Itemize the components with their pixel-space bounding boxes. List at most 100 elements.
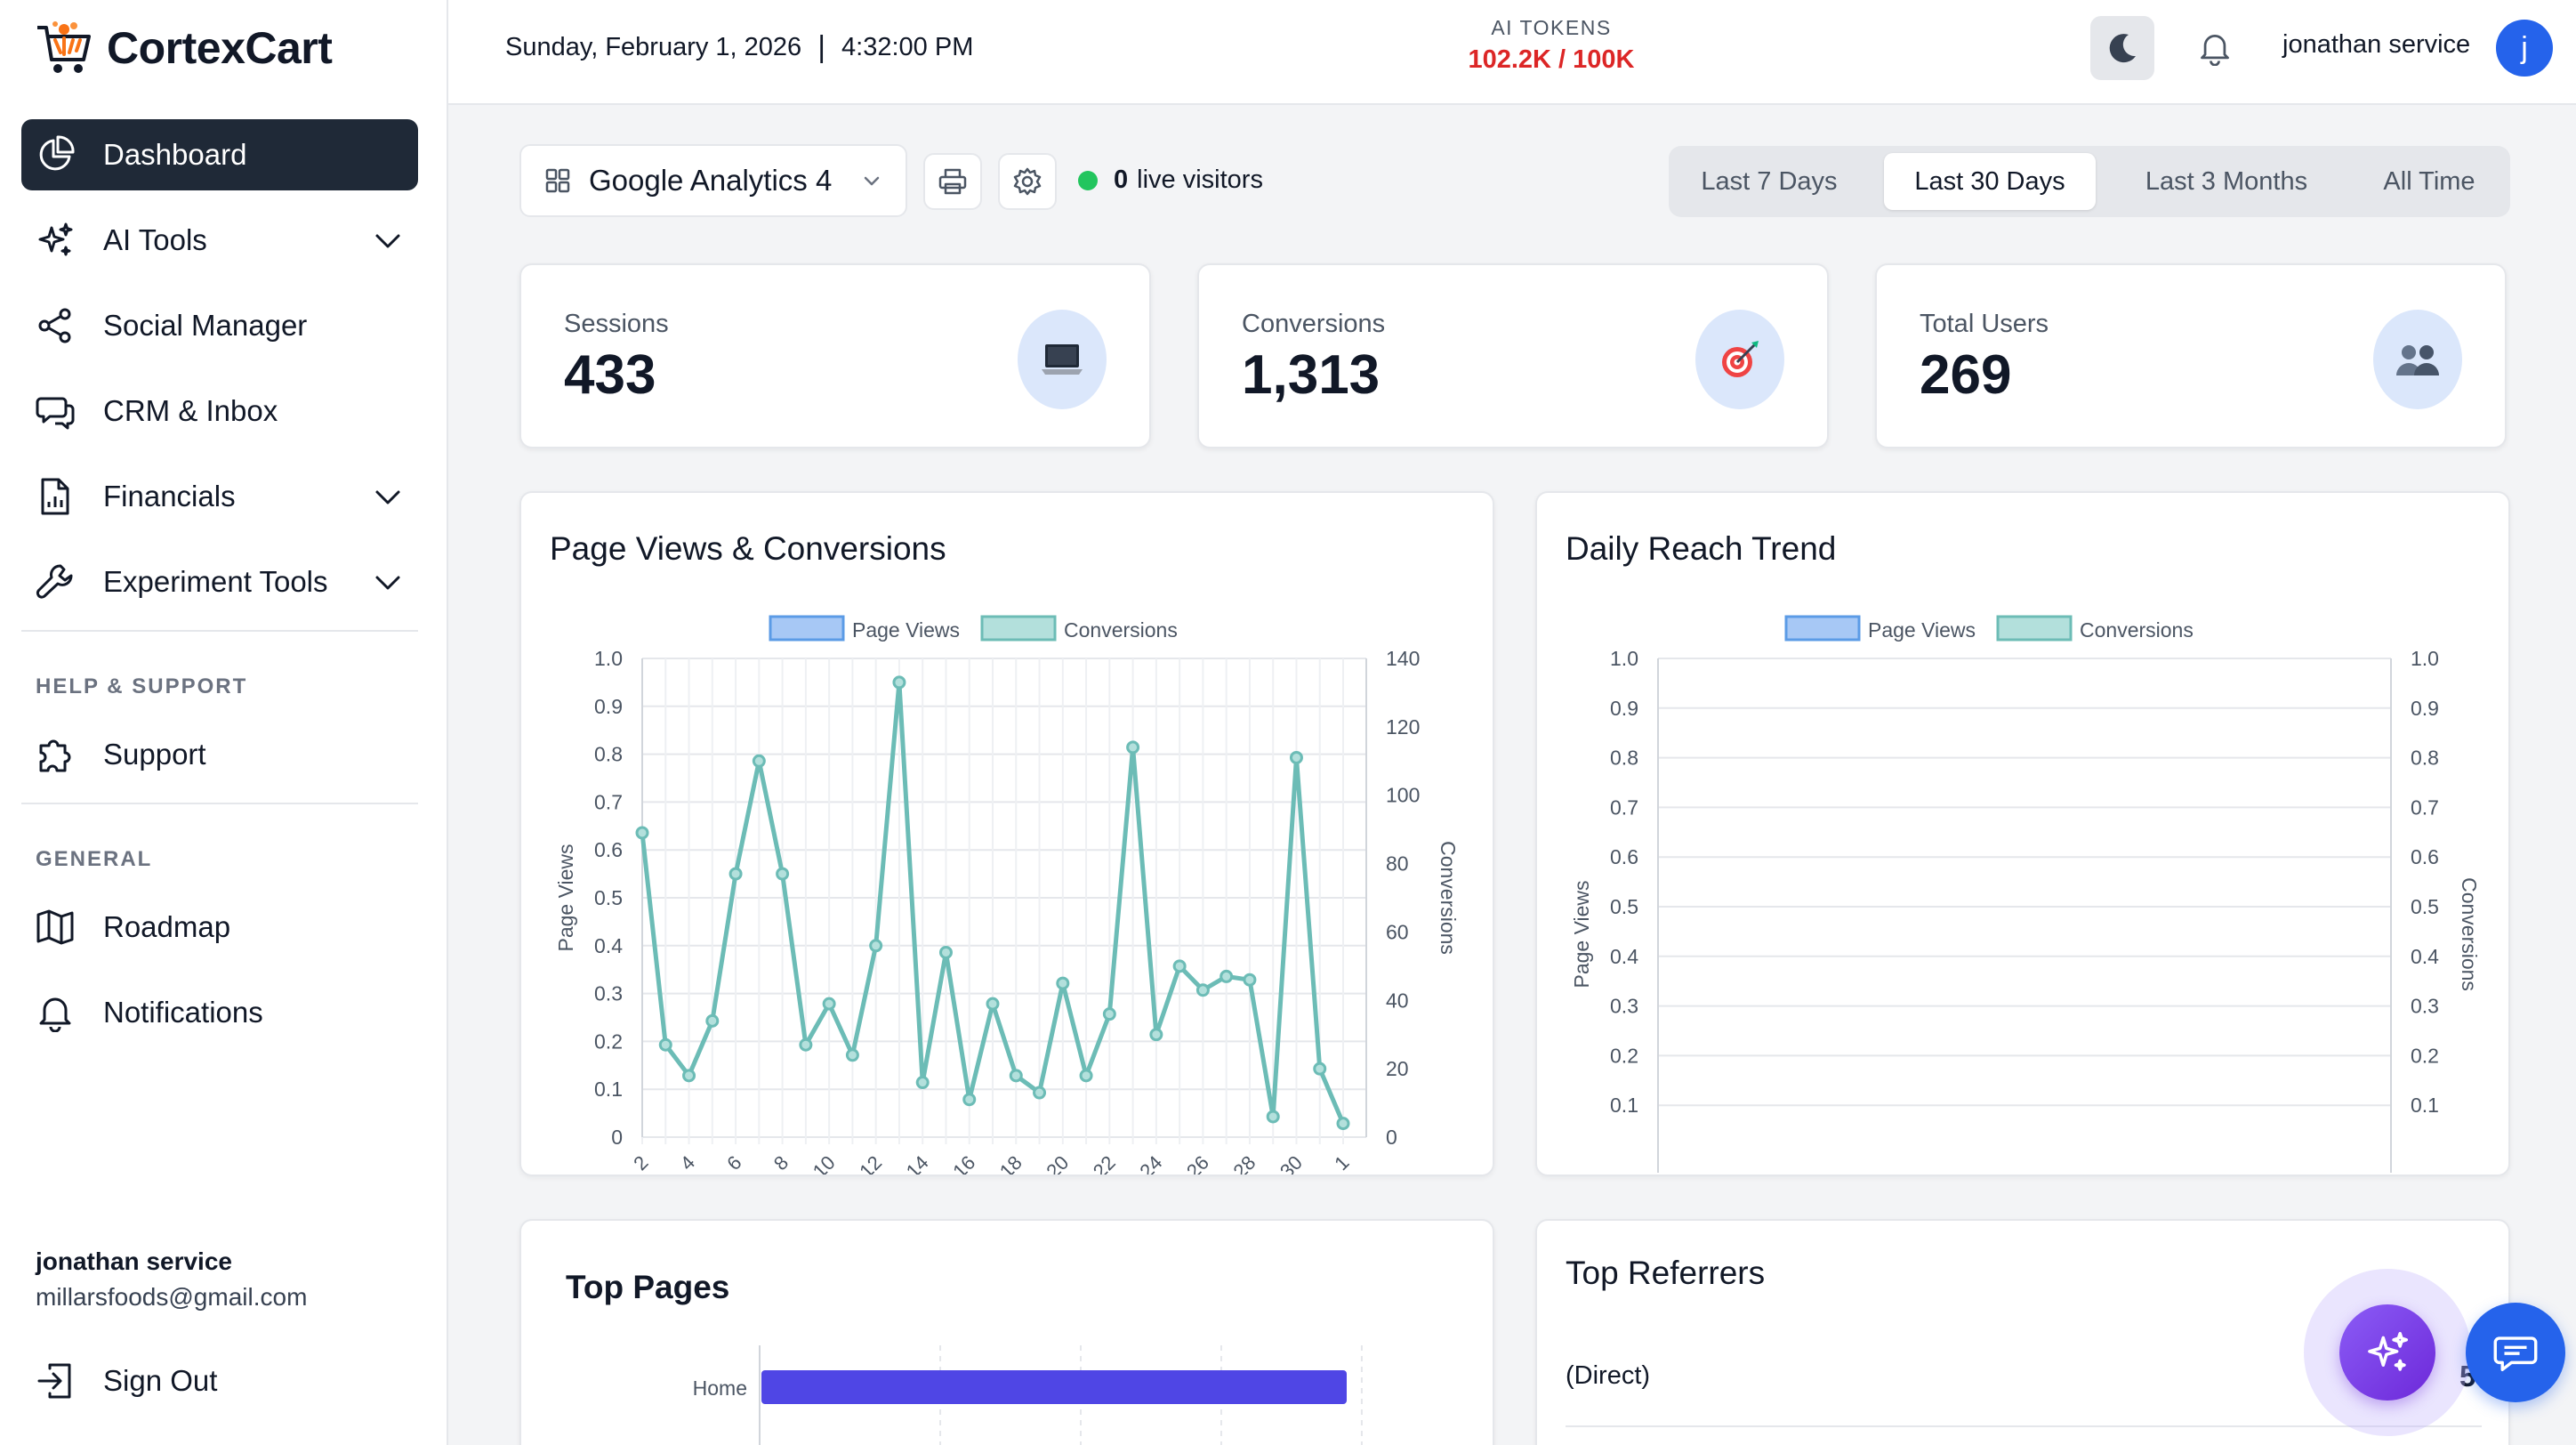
sidebar-item-label: Experiment Tools xyxy=(103,565,328,598)
y-tick-label: 0.9 xyxy=(1610,697,1638,720)
chevron-down-icon xyxy=(864,176,880,186)
data-point xyxy=(635,826,649,840)
stat-value: 269 xyxy=(1920,344,2012,406)
avatar[interactable]: j xyxy=(2496,20,2553,77)
range-last-7-days[interactable]: Last 7 Days xyxy=(1701,166,1838,196)
bell-icon xyxy=(2201,35,2229,66)
cart-logo-icon xyxy=(37,21,91,73)
y2-tick-label: 120 xyxy=(1386,715,1420,739)
y2-axis-title: Conversions xyxy=(1437,841,1460,955)
sidebar-item-support[interactable]: Support xyxy=(21,719,418,790)
user-menu-name[interactable]: jonathan service xyxy=(2282,30,2471,59)
sidebar-item-notifications[interactable]: Notifications xyxy=(21,977,418,1048)
sidebar-item-dashboard[interactable]: Dashboard xyxy=(21,119,418,190)
y-tick-label: 0.5 xyxy=(594,886,623,909)
date-time: Sunday, February 1, 2026 | 4:32:00 PM xyxy=(505,30,973,65)
current-date: Sunday, February 1, 2026 xyxy=(505,33,802,61)
data-point xyxy=(1195,983,1210,997)
target-icon xyxy=(1695,310,1784,409)
sidebar-item-label: Dashboard xyxy=(103,138,247,171)
stat-value: 1,313 xyxy=(1242,344,1381,406)
range-all-time[interactable]: All Time xyxy=(2383,166,2475,196)
notifications-button[interactable] xyxy=(2192,25,2238,71)
users-icon xyxy=(2373,310,2462,409)
stat-card-total-users: Total Users 269 xyxy=(1875,263,2507,448)
y-tick-label: 0.1 xyxy=(1610,1094,1638,1117)
chat-icon xyxy=(2493,1336,2538,1372)
data-point xyxy=(822,997,836,1011)
sidebar-item-label: AI Tools xyxy=(103,223,207,256)
y-tick-label: 0.3 xyxy=(594,982,623,1005)
top-pages-chart: Home xyxy=(693,1345,1363,1445)
data-point xyxy=(1220,969,1234,983)
y-tick-label: 0.1 xyxy=(594,1078,623,1101)
y2-tick-label: 20 xyxy=(1386,1057,1409,1080)
data-point xyxy=(1243,973,1257,987)
chevron-down-icon xyxy=(372,566,404,598)
settings-button[interactable] xyxy=(998,153,1057,210)
data-point xyxy=(1126,740,1140,755)
sidebar-item-ai-tools[interactable]: AI Tools xyxy=(21,205,418,276)
x-tick-label: 14 xyxy=(902,1151,933,1176)
chat-bubbles-icon xyxy=(36,392,75,431)
topbar: Sunday, February 1, 2026 | 4:32:00 PM AI… xyxy=(448,0,2576,105)
sidebar-item-experiment-tools[interactable]: Experiment Tools xyxy=(21,546,418,618)
chat-support-button[interactable] xyxy=(2466,1303,2565,1402)
ai-tokens-value: 102.2K / 100K xyxy=(1468,45,1635,74)
sidebar-item-financials[interactable]: Financials xyxy=(21,461,418,532)
analytics-source-select[interactable]: Google Analytics 4 xyxy=(519,144,907,217)
sidebar-item-label: Roadmap xyxy=(103,910,231,943)
data-point xyxy=(1056,976,1070,990)
daily-reach-trend-panel: Daily Reach Trend Page Views Conversions 1… xyxy=(1535,491,2510,1176)
chevron-down-icon xyxy=(372,224,404,256)
sidebar-item-crm-inbox[interactable]: CRM & Inbox xyxy=(21,375,418,447)
print-button[interactable] xyxy=(923,153,982,210)
data-point xyxy=(1149,1028,1163,1042)
y-tick-label: 0.8 xyxy=(1610,747,1638,770)
y-tick-label: 1.0 xyxy=(1610,647,1638,670)
live-visitors-count: 0 xyxy=(1114,165,1129,194)
data-point xyxy=(1102,1007,1116,1021)
y-tick-label: 0.4 xyxy=(594,934,623,957)
ai-assistant-button[interactable] xyxy=(2339,1304,2435,1401)
y2-tick-label: 0 xyxy=(1386,1126,1397,1149)
x-tick-label: 22 xyxy=(1089,1151,1120,1176)
sidebar-item-label: Support xyxy=(103,738,206,771)
y2-tick-label: 0.5 xyxy=(2411,895,2439,918)
legend-label: Page Views xyxy=(1868,618,1976,642)
pie-chart-icon xyxy=(36,135,75,174)
range-last-30-days[interactable]: Last 30 Days xyxy=(1884,153,2096,210)
theme-toggle-button[interactable] xyxy=(2090,16,2154,80)
data-point xyxy=(938,945,953,959)
x-tick-label: 30 xyxy=(1276,1151,1307,1176)
y-tick-label: 0.6 xyxy=(594,838,623,861)
sidebar-item-label: Financials xyxy=(103,480,236,513)
share-icon xyxy=(36,306,75,345)
y2-tick-label: 80 xyxy=(1386,852,1409,876)
data-point xyxy=(892,675,906,690)
sidebar-item-roadmap[interactable]: Roadmap xyxy=(21,892,418,963)
y2-tick-label: 140 xyxy=(1386,647,1420,670)
data-point xyxy=(682,1069,696,1083)
data-point xyxy=(1313,1062,1327,1076)
page-views-conversions-panel: Page Views & Conversions Page Views Conve… xyxy=(519,491,1494,1176)
brand[interactable]: CortexCart xyxy=(34,18,333,78)
legend-label: Conversions xyxy=(1064,618,1178,642)
legend-swatch-page-views xyxy=(1784,615,1861,642)
y-tick-label: 1.0 xyxy=(594,647,623,670)
sidebar-item-label: Notifications xyxy=(103,996,263,1029)
sidebar-item-social-manager[interactable]: Social Manager xyxy=(21,290,418,361)
y2-tick-label: 0.3 xyxy=(2411,995,2439,1018)
section-title-general: GENERAL xyxy=(36,847,153,871)
data-point xyxy=(986,997,1000,1011)
x-tick-label: 4 xyxy=(676,1151,699,1175)
stat-label: Total Users xyxy=(1920,310,2049,338)
sign-out-button[interactable]: Sign Out xyxy=(21,1345,418,1417)
sign-out-label: Sign Out xyxy=(103,1364,218,1397)
stat-label: Sessions xyxy=(564,310,669,338)
panel-title: Top Pages xyxy=(566,1269,730,1305)
wrench-icon xyxy=(36,562,75,601)
range-last-3-months[interactable]: Last 3 Months xyxy=(2145,166,2308,196)
y2-tick-label: 0.9 xyxy=(2411,697,2439,720)
sidebar-item-label: Social Manager xyxy=(103,309,308,342)
